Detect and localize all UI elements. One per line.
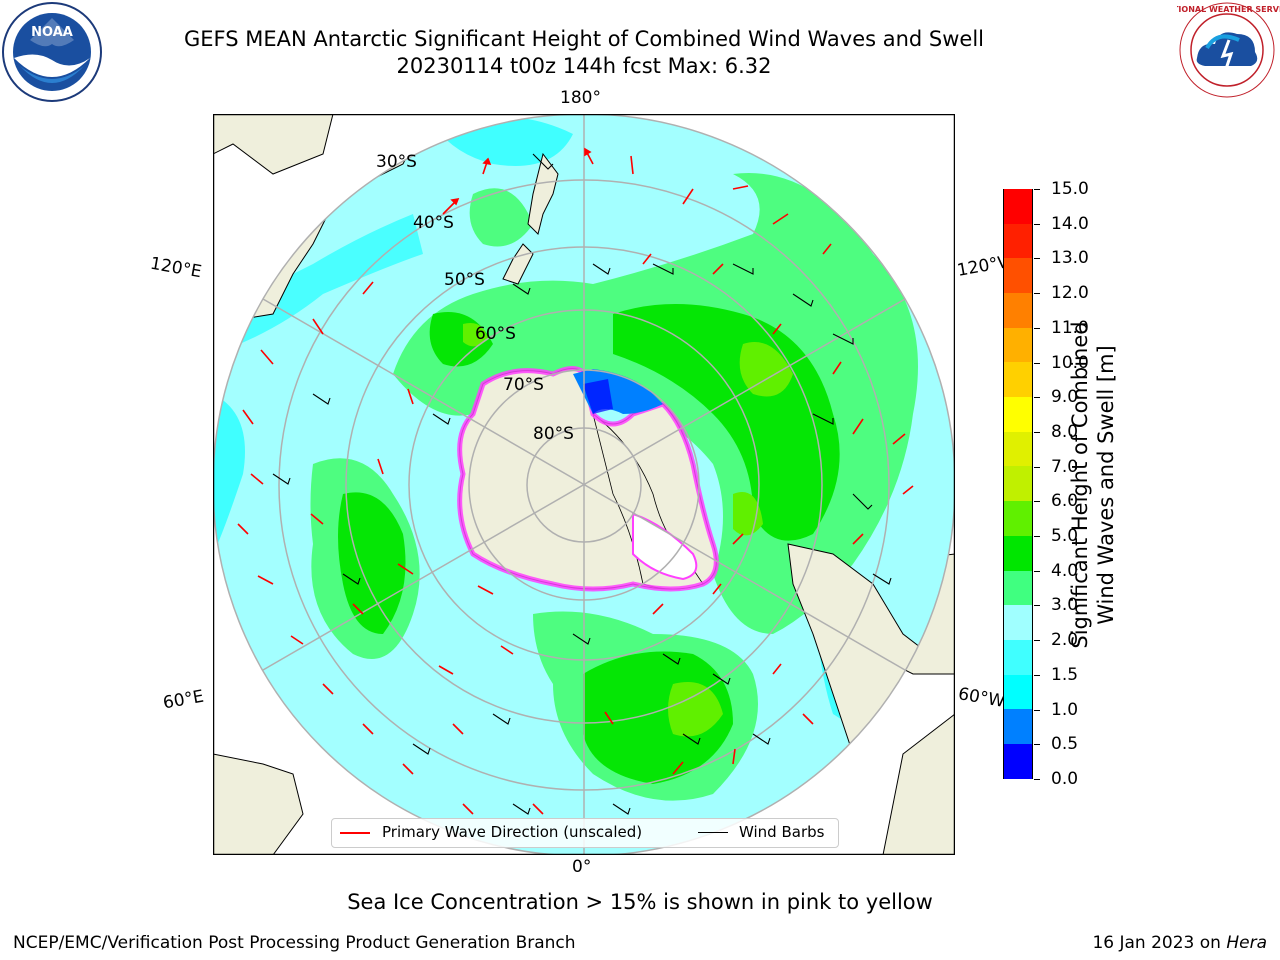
- colorbar-tick-mark: [1034, 605, 1040, 607]
- noaa-logo: NOAA: [2, 2, 102, 102]
- colorbar-tick-label: 0.5: [1051, 734, 1079, 755]
- colorbar-segment: [1004, 466, 1032, 502]
- colorbar-tick-mark: [1034, 223, 1040, 225]
- credit-text: NCEP/EMC/Verification Post Processing Pr…: [13, 933, 576, 953]
- colorbar-tick-label: 3.0: [1051, 595, 1079, 616]
- colorbar-tick-mark: [1034, 744, 1040, 746]
- map-panel: [213, 114, 955, 855]
- nws-logo-text: NATIONAL WEATHER SERVICE: [1177, 5, 1280, 14]
- chart-subtitle: 20230114 t00z 144h fcst Max: 6.32: [396, 54, 772, 78]
- lat-label-40s: 40°S: [413, 213, 454, 233]
- colorbar-tick-label: 10.0: [1051, 352, 1089, 373]
- colorbar-tick-label: 12.0: [1051, 283, 1089, 304]
- colorbar-title-line2: Wind Waves and Swell [m]: [1094, 345, 1118, 625]
- map-frame: [213, 114, 955, 855]
- colorbar-segment: [1004, 257, 1032, 293]
- chart-title: GEFS MEAN Antarctic Significant Height o…: [183, 27, 985, 51]
- colorbar-tick-label: 14.0: [1051, 213, 1089, 234]
- colorbar-tick-mark: [1034, 293, 1040, 295]
- nws-logo: NATIONAL WEATHER SERVICE: [1177, 2, 1280, 98]
- map-legend: Primary Wave Direction (unscaled) Wind B…: [331, 818, 839, 848]
- colorbar-tick-label: 6.0: [1051, 491, 1079, 512]
- colorbar-tick-mark: [1034, 258, 1040, 260]
- sea-ice-note: Sea Ice Concentration > 15% is shown in …: [347, 890, 933, 914]
- colorbar-tick-label: 5.0: [1051, 526, 1079, 547]
- colorbar-tick-mark: [1034, 709, 1040, 711]
- lon-label-60e: 60°E: [161, 686, 206, 714]
- colorbar-tick-label: 1.0: [1051, 699, 1079, 720]
- legend-swatch-barbs: [698, 832, 728, 833]
- host-text: Hera: [1226, 933, 1267, 953]
- colorbar-tick-label: 7.0: [1051, 456, 1079, 477]
- graticule: [213, 114, 955, 855]
- wave-direction-arrows: [237, 147, 914, 815]
- colorbar-ticks: 0.0 0.5 1.0 1.5 2.0 3.0 4.0 5.0 6.0 7.0 8.0 9.0 10.0…: [1034, 179, 1094, 789]
- lat-label-30s: 30°S: [376, 152, 417, 172]
- colorbar-segment: [1004, 570, 1032, 606]
- colorbar-tick-label: 0.0: [1051, 769, 1079, 789]
- colorbar-tick-mark: [1034, 466, 1040, 468]
- colorbar-tick-mark: [1034, 674, 1040, 676]
- colorbar-segment: [1004, 709, 1032, 745]
- lat-label-80s: 80°S: [533, 424, 574, 444]
- lon-label-top: 180°: [560, 88, 601, 108]
- colorbar-tick-label: 8.0: [1051, 421, 1079, 442]
- colorbar-tick-label: 2.0: [1051, 630, 1079, 651]
- colorbar-segment: [1004, 639, 1032, 675]
- colorbar-tick-mark: [1034, 362, 1040, 364]
- colorbar-segment: [1004, 500, 1032, 536]
- colorbar-tick-mark: [1034, 779, 1040, 780]
- colorbar-tick-mark: [1034, 570, 1040, 572]
- colorbar-tick-label: 1.5: [1051, 664, 1079, 685]
- colorbar: [1003, 188, 1033, 779]
- colorbar-tick-mark: [1034, 501, 1040, 503]
- colorbar-tick-mark: [1034, 640, 1040, 642]
- wave-height-field: [213, 114, 955, 855]
- colorbar-tick-mark: [1034, 189, 1040, 190]
- colorbar-segment: [1004, 743, 1032, 779]
- colorbar-tick-label: 13.0: [1051, 248, 1089, 269]
- colorbar-segment: [1004, 431, 1032, 467]
- colorbar-tick-label: 4.0: [1051, 560, 1079, 581]
- colorbar-tick-label: 11.0: [1051, 317, 1089, 338]
- legend-label-wave: Primary Wave Direction (unscaled): [382, 823, 643, 841]
- colorbar-segment: [1004, 327, 1032, 363]
- colorbar-segment: [1004, 292, 1032, 328]
- colorbar-segment: [1004, 362, 1032, 398]
- lat-label-70s: 70°S: [503, 375, 544, 395]
- lat-label-50s: 50°S: [444, 270, 485, 290]
- wind-barbs: [272, 153, 892, 815]
- lat-label-60s: 60°S: [475, 324, 516, 344]
- date-text: 16 Jan 2023 on: [1092, 933, 1227, 953]
- colorbar-tick-mark: [1034, 397, 1040, 399]
- colorbar-tick-mark: [1034, 536, 1040, 538]
- legend-label-barbs: Wind Barbs: [739, 823, 825, 841]
- colorbar-segment: [1004, 535, 1032, 571]
- colorbar-segment: [1004, 396, 1032, 432]
- colorbar-tick-label: 15.0: [1051, 179, 1089, 199]
- colorbar-tick-mark: [1034, 327, 1040, 329]
- colorbar-segment: [1004, 223, 1032, 259]
- colorbar-tick-label: 9.0: [1051, 387, 1079, 408]
- noaa-logo-text: NOAA: [31, 25, 73, 40]
- colorbar-title-line1: Significant Height of Combined: [1068, 321, 1092, 649]
- legend-swatch-wave: [340, 832, 370, 834]
- lon-label-60w: 60°W: [956, 684, 1007, 712]
- colorbar-segment: [1004, 188, 1032, 224]
- colorbar-segment: [1004, 674, 1032, 710]
- lon-label-120e: 120°E: [148, 253, 204, 283]
- colorbar-tick-mark: [1034, 431, 1040, 433]
- date-stamp: 16 Jan 2023 on Hera: [1092, 933, 1267, 953]
- lon-label-bottom: 0°: [572, 857, 592, 877]
- colorbar-segment: [1004, 604, 1032, 640]
